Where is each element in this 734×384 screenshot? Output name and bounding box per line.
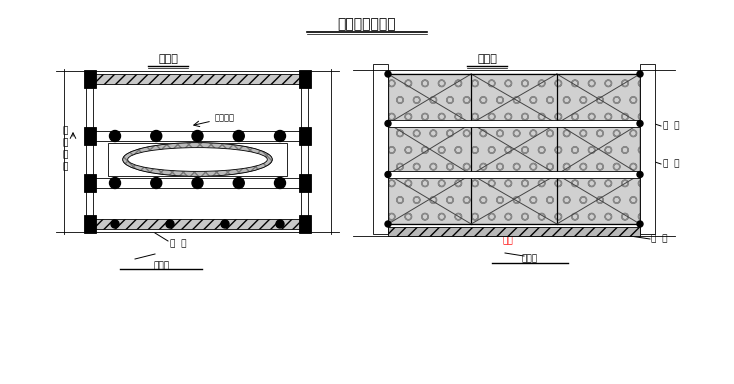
Text: 檩  杆: 檩 杆 xyxy=(663,121,680,131)
Circle shape xyxy=(275,131,286,141)
Circle shape xyxy=(637,172,643,177)
Circle shape xyxy=(192,131,203,141)
Circle shape xyxy=(150,131,161,141)
Bar xyxy=(301,74,308,229)
Text: 横楞号: 横楞号 xyxy=(522,255,538,263)
Circle shape xyxy=(192,177,203,189)
Bar xyxy=(388,119,640,126)
Circle shape xyxy=(275,177,286,189)
Bar xyxy=(84,127,96,145)
Ellipse shape xyxy=(123,142,272,176)
Circle shape xyxy=(385,121,391,126)
Circle shape xyxy=(385,221,391,227)
Text: 散热模型: 散热模型 xyxy=(215,114,235,122)
Bar xyxy=(640,64,655,234)
Bar xyxy=(108,143,287,176)
Bar xyxy=(388,170,640,177)
Bar xyxy=(299,70,311,88)
Bar xyxy=(388,227,640,236)
Bar xyxy=(373,64,388,234)
Bar xyxy=(299,174,311,192)
Circle shape xyxy=(233,131,244,141)
Text: 横楞号: 横楞号 xyxy=(154,262,170,270)
Circle shape xyxy=(276,220,284,228)
Circle shape xyxy=(233,177,244,189)
Bar xyxy=(388,74,640,224)
Text: 立面图: 立面图 xyxy=(477,54,497,64)
Ellipse shape xyxy=(128,147,267,171)
Bar xyxy=(299,215,311,233)
Circle shape xyxy=(221,220,229,228)
Text: 线
路
方
向: 线 路 方 向 xyxy=(62,127,68,171)
Circle shape xyxy=(166,220,174,228)
Bar xyxy=(90,219,305,229)
Circle shape xyxy=(385,71,391,77)
Bar xyxy=(299,127,311,145)
Bar xyxy=(388,74,640,224)
Text: 立  杆: 立 杆 xyxy=(651,235,667,243)
Circle shape xyxy=(109,131,120,141)
Circle shape xyxy=(385,172,391,177)
Circle shape xyxy=(637,121,643,126)
Text: 承台暖棚示意图: 承台暖棚示意图 xyxy=(338,17,396,31)
Bar xyxy=(84,70,96,88)
Circle shape xyxy=(150,177,161,189)
Text: 立  杆: 立 杆 xyxy=(663,159,680,169)
Bar xyxy=(90,131,305,141)
Circle shape xyxy=(109,177,120,189)
Text: 平面图: 平面图 xyxy=(158,54,178,64)
Text: 基大: 基大 xyxy=(503,237,513,245)
Circle shape xyxy=(111,220,119,228)
Text: 立  杆: 立 杆 xyxy=(170,240,186,248)
Bar xyxy=(84,174,96,192)
Circle shape xyxy=(637,221,643,227)
Bar xyxy=(84,215,96,233)
Bar xyxy=(90,74,305,84)
Bar xyxy=(90,178,305,188)
Bar xyxy=(86,74,93,229)
Circle shape xyxy=(637,71,643,77)
